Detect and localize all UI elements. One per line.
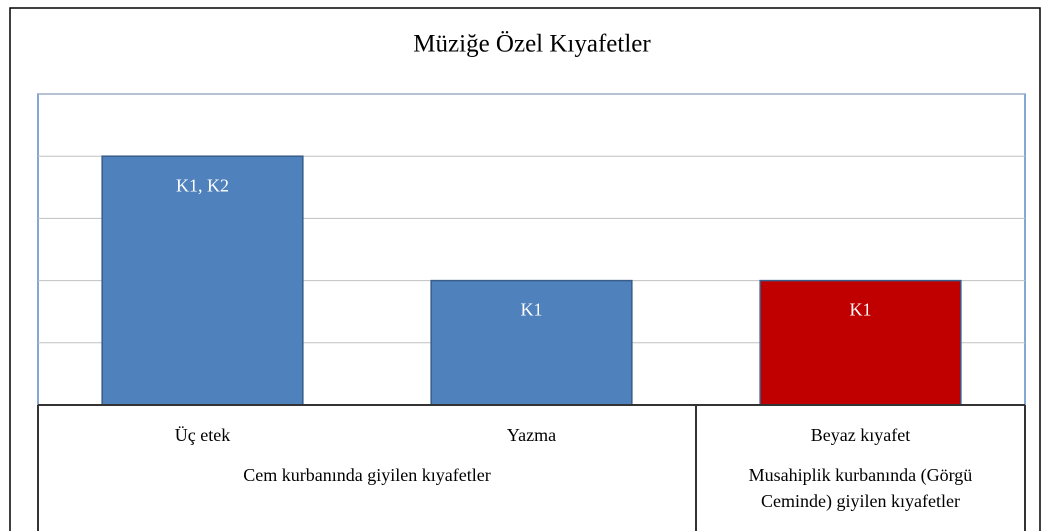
x-tick-label: Yazma [507, 425, 556, 445]
chart-frame [9, 7, 1041, 531]
value-label: K1, K2 [176, 175, 229, 195]
x-tick-label: Üç etek [175, 425, 230, 445]
group-label: Musahiplik kurbanında (Görgü Ceminde) gi… [748, 465, 973, 511]
group-label: Cem kurbanında giyilen kıyafetler [243, 465, 491, 485]
value-label: K1 [521, 300, 543, 320]
bar [430, 279, 633, 406]
value-label: K1 [850, 300, 872, 320]
chart-title: Müziğe Özel Kıyafetler [413, 31, 651, 58]
x-tick-label: Beyaz kıyafet [811, 425, 910, 445]
bar [759, 279, 962, 406]
